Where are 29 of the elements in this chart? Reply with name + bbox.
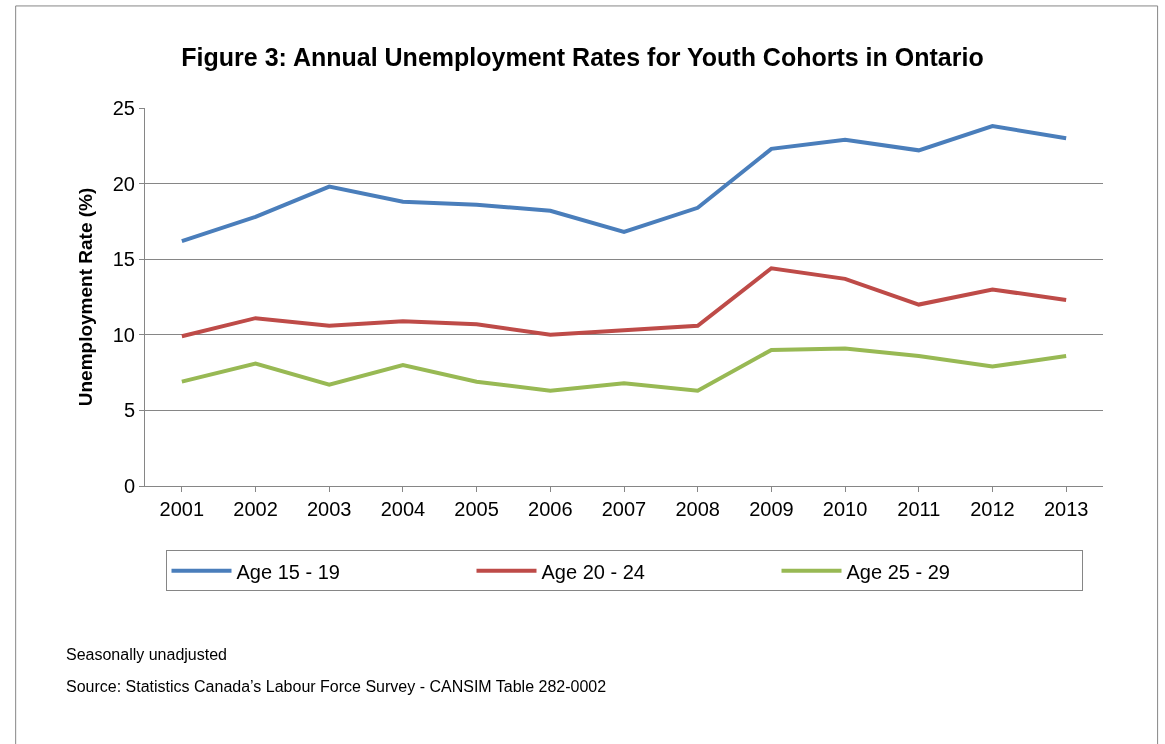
x-tick-label: 2002 [233,498,278,520]
y-tick-label: 25 [112,97,135,119]
y-tick-label: 5 [123,399,135,422]
y-tick-label: 0 [123,475,135,497]
x-tick-label: 2013 [1043,498,1089,520]
y-tick-label: 10 [112,323,135,346]
legend-label: Age 25 - 29 [846,560,950,583]
legend-label: Age 20 - 24 [541,560,645,583]
x-tick-label: 2008 [675,498,720,520]
x-tick-label: 2011 [897,498,941,520]
x-tick-label: 2004 [380,498,426,520]
y-tick-label: 15 [112,248,135,271]
x-tick-label: 2003 [306,498,352,520]
x-tick-label: 2009 [749,498,794,520]
y-axis-title: Unemployment Rate (%) [74,187,96,407]
x-tick-label: 2010 [822,498,868,520]
text: Seasonally unadjusted [66,646,228,663]
chart-title: Figure 3: Annual Unemployment Rates for Youth Cohorts in Ontario [181,42,984,71]
y-tick-label: 20 [112,172,135,195]
x-tick-label: 2007 [601,498,647,520]
x-tick-label: 2006 [528,498,573,520]
x-tick-label: 2012 [970,498,1015,520]
x-tick-label: 2005 [454,498,499,520]
line-series [179,124,1069,244]
line-series [179,346,1069,393]
source-note: Source: Statistics Canada’s Labour Force Survey - CANSIM Table 282-0002 [66,678,607,695]
x-tick-label: 2001 [159,498,205,520]
line-series [179,266,1069,339]
legend-label: Age 15 - 19 [236,560,340,583]
